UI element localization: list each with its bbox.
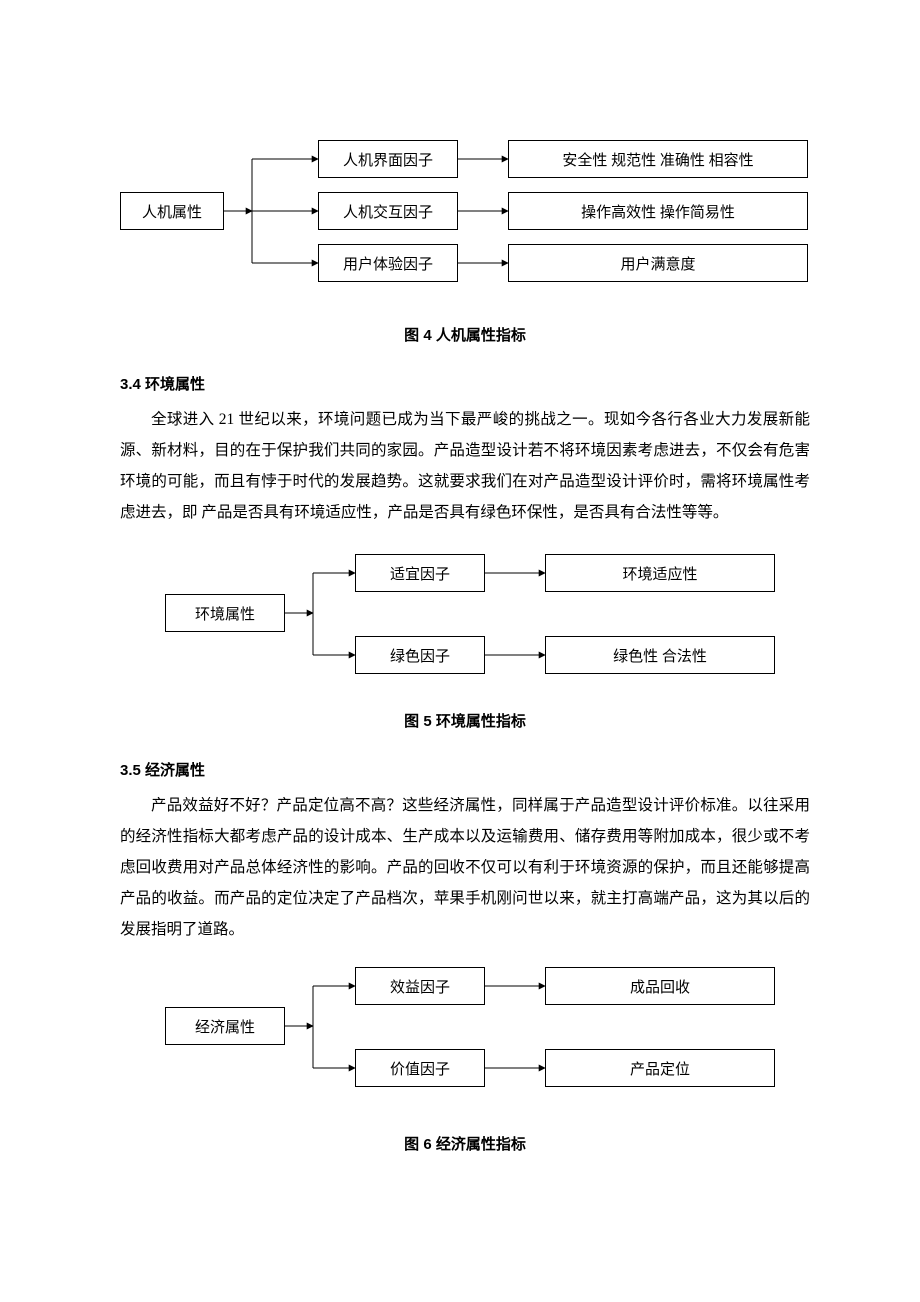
figure-4-caption: 图 4 人机属性指标: [120, 324, 810, 345]
flowchart-node: 适宜因子: [355, 554, 485, 592]
diagram-6: 经济属性 效益因子价值因子 成品回收产品定位: [145, 959, 785, 1099]
flowchart-node: 绿色因子: [355, 636, 485, 674]
section-3-4-paragraph: 全球进入 21 世纪以来，环境问题已成为当下最严峻的挑战之一。现如今各行各业大力…: [120, 404, 810, 528]
section-3-5-paragraph: 产品效益好不好？产品定位高不高？这些经济属性，同样属于产品造型设计评价标准。以往…: [120, 790, 810, 945]
flowchart-node: 经济属性: [165, 1007, 285, 1045]
flowchart-node: 人机属性: [120, 192, 224, 230]
flowchart-node: 绿色性 合法性: [545, 636, 775, 674]
diagram-5: 环境属性 适宜因子绿色因子 环境适应性绿色性 合法性: [145, 546, 785, 686]
flowchart-node: 环境属性: [165, 594, 285, 632]
diagram-4: 人机属性 人机界面因子人机交互因子用户体验因子 安全性 规范性 准确性 相容性操作高…: [120, 130, 810, 300]
flowchart-node: 用户满意度: [508, 244, 808, 282]
flowchart-node: 环境适应性: [545, 554, 775, 592]
flowchart-node: 人机界面因子: [318, 140, 458, 178]
flowchart-node: 人机交互因子: [318, 192, 458, 230]
flowchart-node: 价值因子: [355, 1049, 485, 1087]
document-page: 人机属性 人机界面因子人机交互因子用户体验因子 安全性 规范性 准确性 相容性操作高…: [0, 0, 920, 1242]
figure-6-caption: 图 6 经济属性指标: [120, 1133, 810, 1154]
flowchart-node: 安全性 规范性 准确性 相容性: [508, 140, 808, 178]
flowchart-node: 操作高效性 操作简易性: [508, 192, 808, 230]
flowchart-node: 成品回收: [545, 967, 775, 1005]
flowchart-node: 用户体验因子: [318, 244, 458, 282]
flowchart-node: 产品定位: [545, 1049, 775, 1087]
section-3-4-heading: 3.4 环境属性: [120, 373, 810, 394]
figure-5-caption: 图 5 环境属性指标: [120, 710, 810, 731]
section-3-5-heading: 3.5 经济属性: [120, 759, 810, 780]
flowchart-node: 效益因子: [355, 967, 485, 1005]
